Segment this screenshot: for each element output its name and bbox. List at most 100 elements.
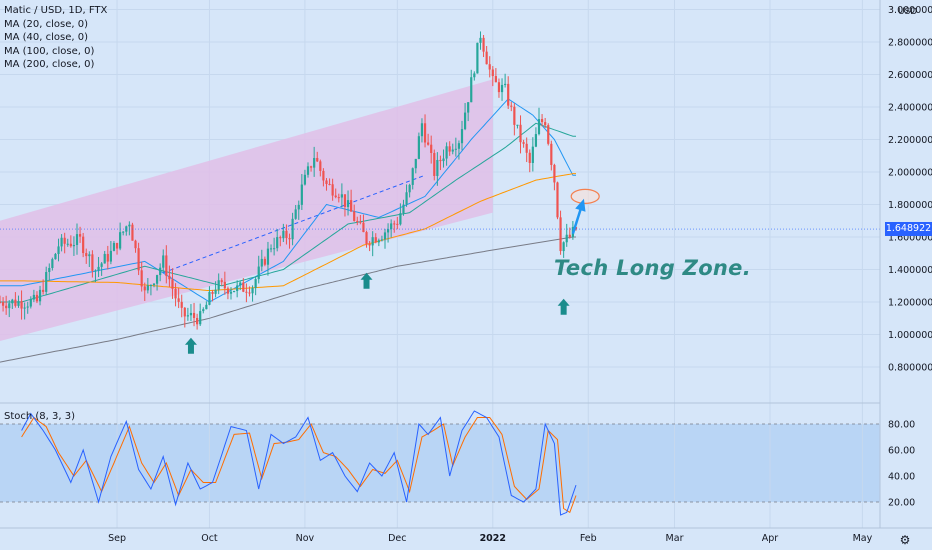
ma200-legend[interactable]: MA (200, close, 0) [4, 59, 95, 70]
channel-midline[interactable] [163, 174, 426, 274]
candle-body [556, 182, 559, 218]
candle-body [574, 227, 578, 230]
candle-body [374, 237, 377, 243]
candle-body [430, 144, 433, 153]
candle-body [359, 221, 362, 223]
stoch-legend[interactable]: Stoch (8, 3, 3) [4, 411, 76, 422]
symbol-title[interactable]: Matic / USD, 1D, FTX [4, 5, 108, 16]
forecast-arrow-head[interactable] [575, 198, 586, 212]
candle-body [547, 125, 550, 144]
candle-body [417, 136, 420, 159]
candle-body [183, 307, 186, 317]
candle-body [155, 275, 159, 284]
candle-body [72, 245, 76, 247]
candle-body [550, 143, 553, 165]
candle-body [393, 223, 396, 225]
candle-body [402, 204, 405, 214]
ma40-line[interactable] [0, 122, 576, 303]
candle-body [282, 230, 285, 239]
up-arrow-icon[interactable] [360, 272, 373, 289]
candle-body [463, 112, 467, 130]
target-ellipse[interactable] [570, 188, 600, 204]
candle-body [45, 272, 48, 292]
candle-body [519, 124, 522, 143]
candle-body [186, 315, 189, 317]
candle-body [516, 124, 519, 126]
candle-body [32, 294, 35, 300]
price-tick-label: 1.800000 [888, 200, 932, 211]
price-tick-label: 2.800000 [888, 38, 932, 49]
candle-body [522, 142, 525, 144]
candle-body [66, 243, 69, 245]
candle-body [239, 282, 242, 286]
candle-body [17, 301, 20, 306]
ma100-line[interactable] [0, 173, 576, 292]
candle-body [479, 37, 482, 43]
candle-body [371, 237, 374, 246]
up-arrow-icon[interactable] [184, 337, 197, 354]
stoch-tick-label: 20.00 [888, 498, 915, 509]
candle-body [0, 302, 2, 303]
time-tick-label: Sep [108, 533, 126, 544]
ma20-legend[interactable]: MA (20, close, 0) [4, 18, 89, 30]
candle-body [38, 289, 42, 302]
candle-body [85, 253, 88, 257]
time-tick-label: Feb [580, 533, 597, 544]
candle-body [365, 232, 368, 244]
candle-body [442, 158, 445, 162]
time-tick-label: Apr [762, 533, 779, 544]
candle-body [399, 213, 402, 225]
price-tick-label: 0.800000 [888, 363, 932, 374]
ma100-legend[interactable]: MA (100, close, 0) [4, 45, 95, 57]
candle-body [8, 303, 11, 309]
current-price-label: 1.648922 [885, 222, 932, 237]
candle-body [223, 281, 226, 289]
candle-body [279, 237, 282, 239]
ma40-legend[interactable]: MA (40, close, 0) [4, 32, 89, 43]
candle-body [531, 146, 534, 163]
candle-body [75, 234, 79, 246]
candle-body [220, 280, 223, 282]
ma200-line[interactable] [0, 236, 576, 363]
candle-body [78, 234, 82, 237]
stoch-k-line[interactable] [21, 410, 577, 516]
candle-body [346, 200, 350, 207]
up-arrow-icon[interactable] [557, 298, 570, 315]
candle-body [386, 229, 390, 233]
annotation-text[interactable]: Tech Long Zone. [554, 256, 751, 280]
candle-body [140, 270, 143, 287]
candle-body [356, 220, 359, 222]
candle-body [291, 218, 294, 240]
candle-body [119, 232, 122, 249]
candle-body [408, 184, 411, 193]
candle-body [202, 309, 205, 312]
candle-body [260, 258, 263, 267]
candle-body [534, 134, 538, 147]
candle-body [11, 299, 14, 304]
time-axis[interactable] [0, 528, 932, 550]
settings-gear-icon[interactable]: ⚙ [900, 533, 911, 547]
candle-body [208, 292, 211, 305]
candle-body [396, 223, 399, 225]
candle-body [177, 298, 180, 302]
price-axis[interactable] [880, 0, 932, 550]
time-tick-label: 2022 [480, 533, 506, 544]
candle-body [269, 248, 273, 250]
candle-body [122, 231, 125, 233]
candle-body [328, 183, 331, 185]
candle-body [226, 288, 230, 294]
parallel-channel[interactable] [0, 79, 493, 341]
candle-body [510, 105, 513, 107]
candle-body [451, 149, 454, 152]
candle-body [131, 224, 134, 241]
candle-body [196, 317, 199, 325]
candle-body [340, 194, 343, 198]
candle-body [180, 301, 183, 308]
stoch-d-line[interactable] [21, 416, 577, 514]
candle-body [88, 254, 91, 257]
candle-body [137, 248, 140, 271]
candle-body [57, 246, 60, 254]
candle-body [91, 254, 94, 271]
